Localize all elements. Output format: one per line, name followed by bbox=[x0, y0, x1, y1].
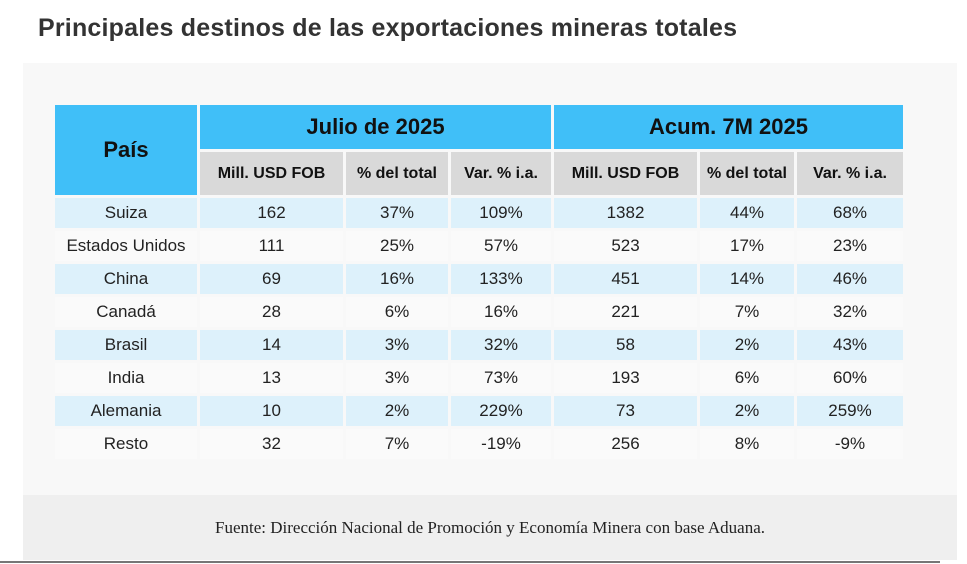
value-cell: 17% bbox=[700, 231, 794, 261]
country-cell: China bbox=[55, 264, 197, 294]
value-cell: 28 bbox=[200, 297, 343, 327]
value-cell: 32% bbox=[451, 330, 551, 360]
value-cell: 32% bbox=[797, 297, 903, 327]
value-cell: 229% bbox=[451, 396, 551, 426]
value-cell: 23% bbox=[797, 231, 903, 261]
value-cell: 7% bbox=[700, 297, 794, 327]
group-header-acum: Acum. 7M 2025 bbox=[554, 105, 903, 149]
country-cell: Alemania bbox=[55, 396, 197, 426]
value-cell: 60% bbox=[797, 363, 903, 393]
group-header-julio: Julio de 2025 bbox=[200, 105, 551, 149]
value-cell: -19% bbox=[451, 429, 551, 459]
value-cell: 73 bbox=[554, 396, 697, 426]
value-cell: 3% bbox=[346, 330, 448, 360]
value-cell: 25% bbox=[346, 231, 448, 261]
value-cell: 14% bbox=[700, 264, 794, 294]
country-cell: Suiza bbox=[55, 198, 197, 228]
value-cell: 68% bbox=[797, 198, 903, 228]
value-cell: 2% bbox=[700, 330, 794, 360]
value-cell: 451 bbox=[554, 264, 697, 294]
value-cell: 73% bbox=[451, 363, 551, 393]
value-cell: 1382 bbox=[554, 198, 697, 228]
value-cell: 221 bbox=[554, 297, 697, 327]
value-cell: 2% bbox=[700, 396, 794, 426]
column-header: Mill. USD FOB bbox=[554, 152, 697, 195]
value-cell: 256 bbox=[554, 429, 697, 459]
value-cell: 10 bbox=[200, 396, 343, 426]
value-cell: 32 bbox=[200, 429, 343, 459]
value-cell: 109% bbox=[451, 198, 551, 228]
country-cell: Canadá bbox=[55, 297, 197, 327]
value-cell: 43% bbox=[797, 330, 903, 360]
column-header: % del total bbox=[700, 152, 794, 195]
value-cell: 8% bbox=[700, 429, 794, 459]
value-cell: 133% bbox=[451, 264, 551, 294]
exports-table: País Julio de 2025 Acum. 7M 2025 Mill. U… bbox=[55, 105, 903, 459]
country-cell: Estados Unidos bbox=[55, 231, 197, 261]
value-cell: 7% bbox=[346, 429, 448, 459]
value-cell: 6% bbox=[700, 363, 794, 393]
divider bbox=[0, 561, 940, 563]
source-note: Fuente: Dirección Nacional de Promoción … bbox=[23, 495, 957, 560]
column-header: Var. % i.a. bbox=[451, 152, 551, 195]
country-header: País bbox=[55, 105, 197, 195]
value-cell: 523 bbox=[554, 231, 697, 261]
value-cell: 259% bbox=[797, 396, 903, 426]
column-header: Mill. USD FOB bbox=[200, 152, 343, 195]
page-title: Principales destinos de las exportacione… bbox=[38, 14, 738, 42]
value-cell: 6% bbox=[346, 297, 448, 327]
column-header: % del total bbox=[346, 152, 448, 195]
value-cell: -9% bbox=[797, 429, 903, 459]
value-cell: 57% bbox=[451, 231, 551, 261]
value-cell: 44% bbox=[700, 198, 794, 228]
value-cell: 13 bbox=[200, 363, 343, 393]
value-cell: 16% bbox=[451, 297, 551, 327]
value-cell: 46% bbox=[797, 264, 903, 294]
value-cell: 58 bbox=[554, 330, 697, 360]
value-cell: 162 bbox=[200, 198, 343, 228]
value-cell: 14 bbox=[200, 330, 343, 360]
country-cell: Brasil bbox=[55, 330, 197, 360]
value-cell: 2% bbox=[346, 396, 448, 426]
value-cell: 193 bbox=[554, 363, 697, 393]
country-cell: Resto bbox=[55, 429, 197, 459]
value-cell: 16% bbox=[346, 264, 448, 294]
value-cell: 37% bbox=[346, 198, 448, 228]
value-cell: 111 bbox=[200, 231, 343, 261]
value-cell: 69 bbox=[200, 264, 343, 294]
value-cell: 3% bbox=[346, 363, 448, 393]
column-header: Var. % i.a. bbox=[797, 152, 903, 195]
country-cell: India bbox=[55, 363, 197, 393]
